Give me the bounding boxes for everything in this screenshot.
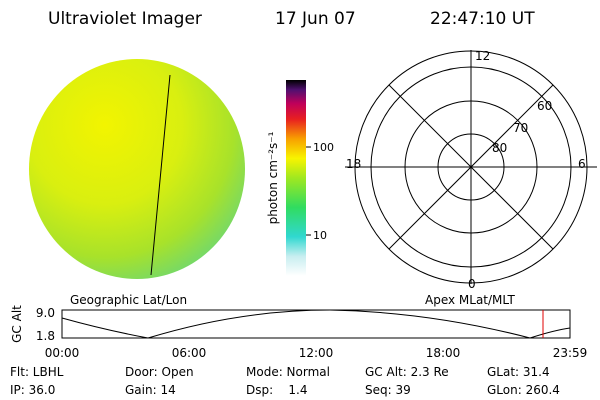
- status-field: IP: 36.0: [10, 383, 55, 397]
- status-field: Dsp: 1.4: [246, 383, 308, 397]
- orbit-axis-label: GC Alt: [10, 305, 24, 343]
- orbit-x-label: 23:59: [553, 346, 588, 360]
- apex-title: Apex MLat/MLT: [425, 293, 515, 307]
- polar-grid: [345, 50, 597, 284]
- colorbar: 100 10 photon cm⁻²s⁻¹: [266, 80, 334, 276]
- colorbar-tick: 100: [313, 141, 334, 154]
- mlat-label: 80: [492, 141, 507, 155]
- orbit-x-label: 00:00: [45, 346, 80, 360]
- orbit-x-label: 18:00: [426, 346, 461, 360]
- orbit-strip: [61, 309, 571, 339]
- status-field: GLat: 31.4: [487, 365, 550, 379]
- mlt-label: 18: [346, 157, 361, 171]
- status-field: Door: Open: [125, 365, 194, 379]
- status-field: Seq: 39: [365, 383, 411, 397]
- geo-title: Geographic Lat/Lon: [70, 293, 187, 307]
- mlat-label: 60: [537, 99, 552, 113]
- status-panel: Flt: LBHL Door: Open Mode: Normal GC Alt: 2…: [10, 365, 560, 397]
- mlt-label: 6: [578, 157, 586, 171]
- colorbar-label: photon cm⁻²s⁻¹: [266, 131, 280, 224]
- status-field: Mode: Normal: [246, 365, 330, 379]
- earth-image: [29, 59, 245, 279]
- orbit-y-label: 9.0: [36, 306, 55, 320]
- time: 22:47:10 UT: [430, 9, 535, 29]
- status-field: Gain: 14: [125, 383, 176, 397]
- status-field: GC Alt: 2.3 Re: [365, 365, 449, 379]
- orbit-x-label: 12:00: [299, 346, 334, 360]
- status-field: GLon: 260.4: [487, 383, 560, 397]
- status-field: Flt: LBHL: [10, 365, 64, 379]
- mlt-label: 12: [475, 49, 490, 63]
- date: 17 Jun 07: [275, 9, 356, 29]
- orbit-y-label: 1.8: [36, 329, 55, 343]
- orbit-x-label: 06:00: [172, 346, 207, 360]
- mlt-label: 0: [468, 277, 476, 291]
- mlat-label: 70: [513, 121, 528, 135]
- colorbar-tick: 10: [313, 229, 327, 242]
- instrument: Ultraviolet Imager: [48, 9, 202, 29]
